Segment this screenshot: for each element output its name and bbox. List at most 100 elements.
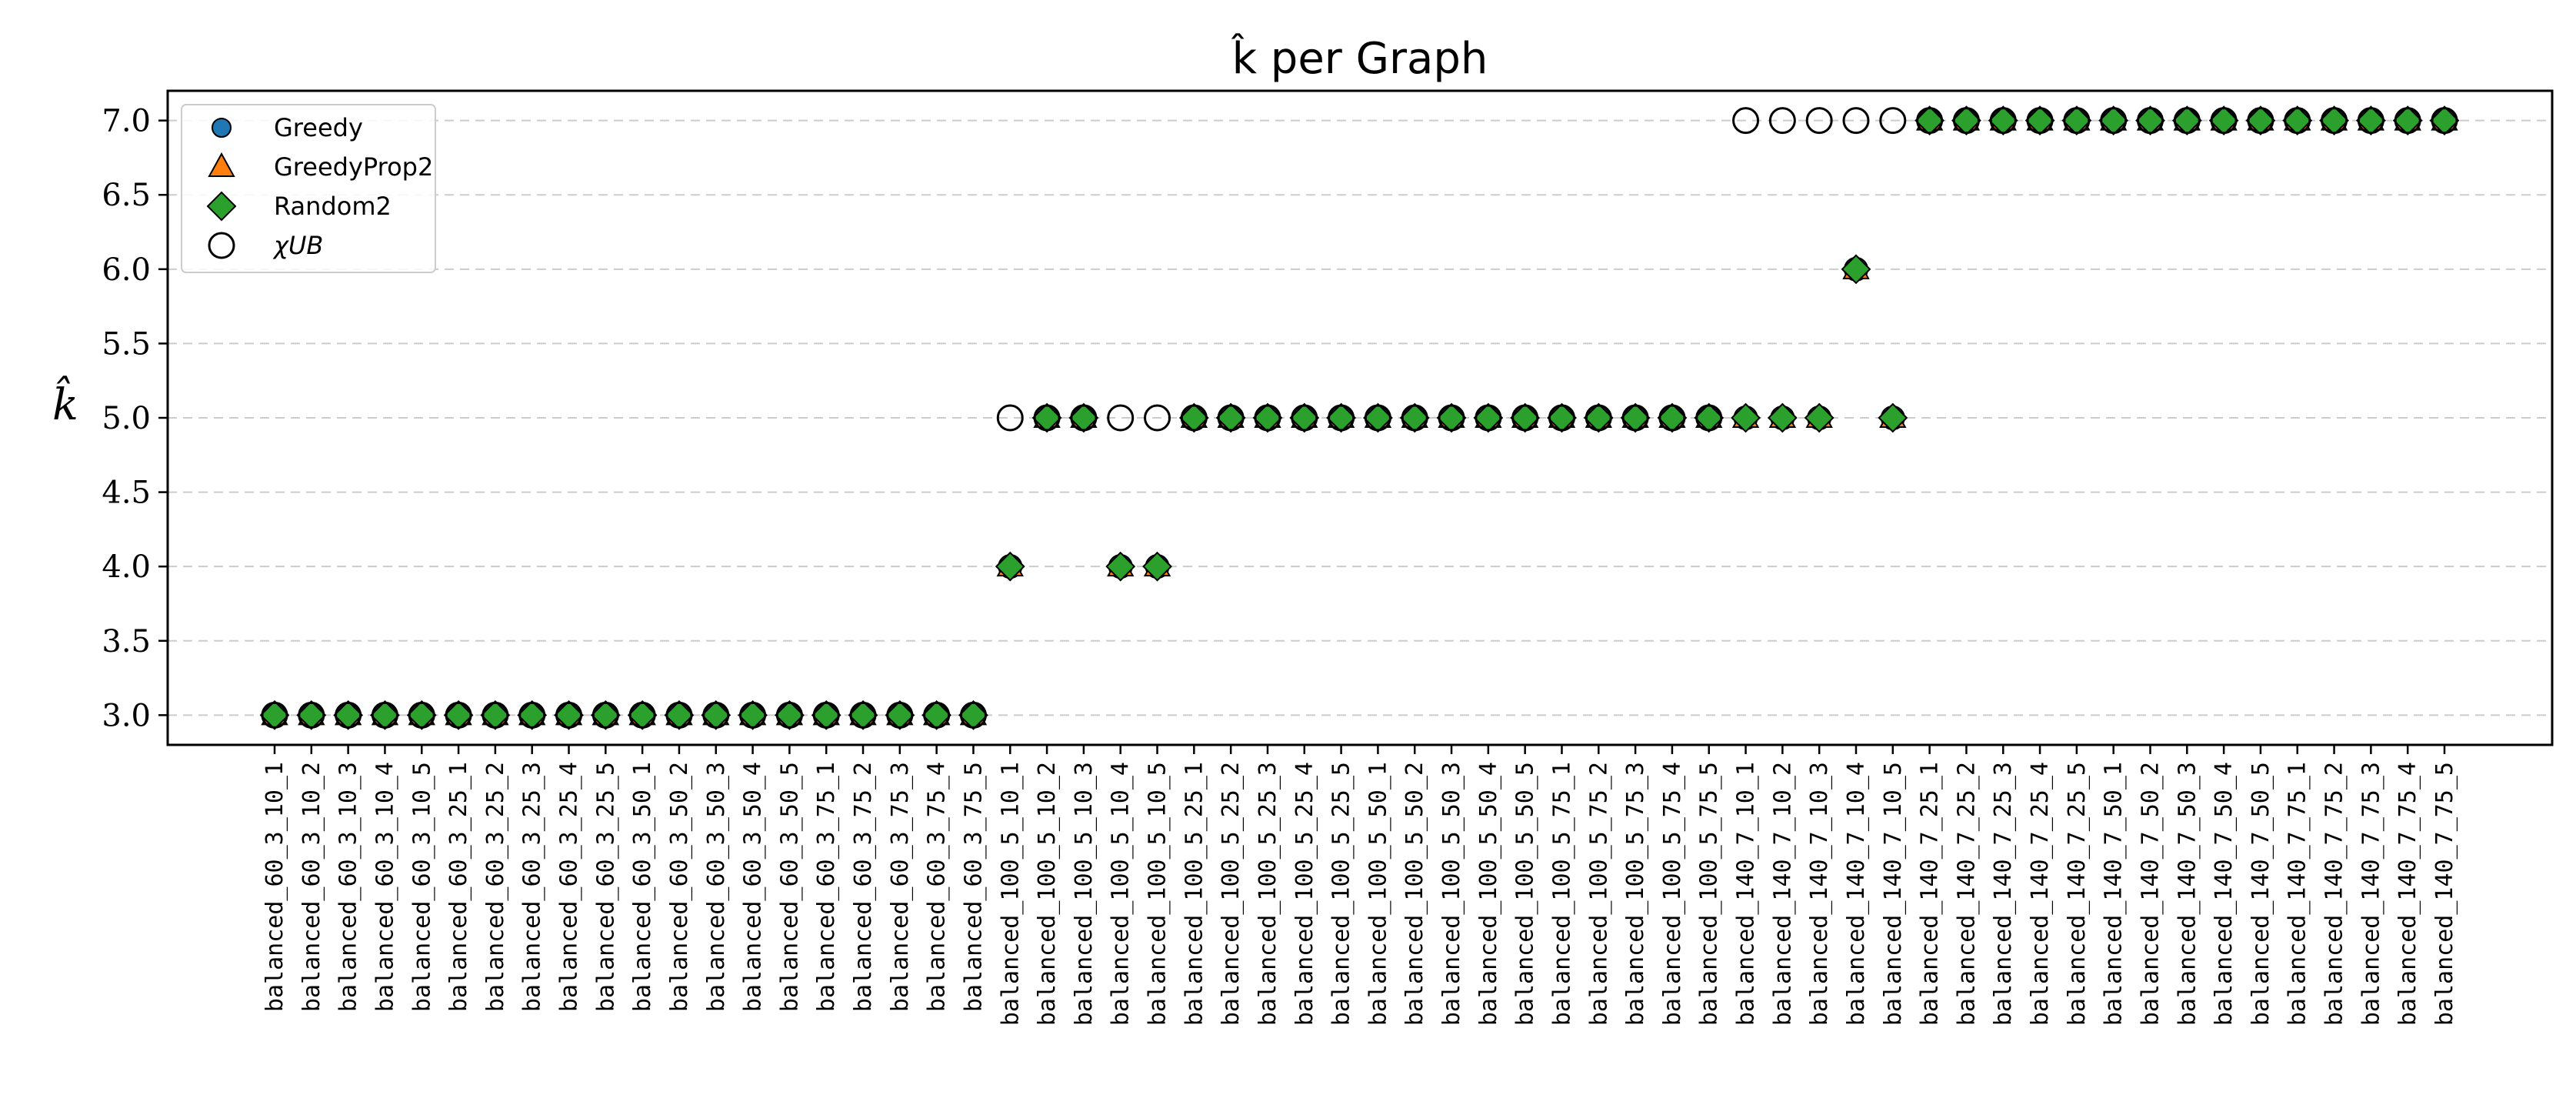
x-tick-label: balanced_100_5_50_2 — [1401, 762, 1428, 1026]
legend-frame — [181, 104, 436, 273]
data-point — [1436, 402, 1467, 433]
data-point — [1842, 107, 1870, 135]
y-axis-label: k̂ — [52, 375, 78, 430]
data-point — [701, 699, 731, 730]
data-point — [370, 699, 400, 730]
x-tick-label: balanced_100_5_10_5 — [1145, 762, 1171, 1026]
data-point — [1475, 404, 1502, 432]
data-point — [518, 701, 546, 729]
x-tick-label: balanced_140_7_10_2 — [1769, 762, 1796, 1026]
data-point — [1620, 402, 1651, 433]
x-tick-label: balanced_60_3_50_4 — [740, 762, 767, 1012]
x-tick-label: balanced_140_7_50_1 — [2101, 762, 2128, 1026]
data-point — [2135, 105, 2165, 136]
data-point — [923, 701, 951, 729]
data-point — [261, 701, 288, 729]
data-point — [2208, 105, 2239, 136]
data-point — [333, 699, 364, 730]
x-tick-label: balanced_100_5_10_4 — [1108, 762, 1135, 1026]
y-tick-label: 5.5 — [102, 326, 151, 362]
x-tick-label: balanced_140_7_75_2 — [2321, 762, 2348, 1026]
data-point — [1326, 402, 1357, 433]
data-point — [995, 551, 1025, 582]
x-tick-label: balanced_100_5_25_2 — [1218, 762, 1245, 1026]
y-tick-label: 5.0 — [102, 401, 151, 436]
data-point — [628, 701, 656, 729]
data-point — [1401, 404, 1428, 432]
data-point — [2355, 105, 2386, 136]
data-point — [1804, 402, 1835, 433]
legend-label: χUB — [272, 231, 323, 260]
data-point — [1767, 402, 1798, 433]
series-random2 — [259, 105, 2460, 730]
x-tick-label: balanced_60_3_75_5 — [960, 762, 987, 1012]
data-point — [1915, 105, 1945, 136]
data-point — [1254, 404, 1281, 432]
data-point — [739, 701, 767, 729]
x-tick-label: balanced_60_3_50_1 — [629, 762, 656, 1012]
x-tick-label: balanced_140_7_50_5 — [2248, 762, 2274, 1026]
data-point — [812, 701, 840, 729]
data-point — [1178, 402, 1209, 433]
x-tick-label: balanced_100_5_75_5 — [1696, 762, 1723, 1026]
data-point — [2136, 107, 2164, 135]
data-point — [2357, 107, 2384, 135]
x-tick-label: balanced_60_3_25_2 — [482, 762, 509, 1012]
legend-marker — [208, 232, 235, 259]
data-point — [1328, 404, 1355, 432]
x-tick-label: balanced_140_7_10_5 — [1880, 762, 1907, 1026]
data-point — [1951, 105, 1981, 136]
data-point — [774, 699, 805, 730]
x-tick-label: balanced_100_5_25_3 — [1255, 762, 1281, 1026]
x-tick-label: balanced_100_5_75_3 — [1622, 762, 1649, 1026]
x-tick-label: balanced_140_7_10_4 — [1843, 762, 1870, 1026]
data-point — [958, 699, 988, 730]
data-point — [2282, 105, 2313, 136]
x-tick-label: balanced_100_5_50_3 — [1438, 762, 1465, 1026]
x-tick-label: balanced_140_7_50_3 — [2174, 762, 2201, 1026]
series-greedyprop2 — [261, 105, 2458, 726]
series-ub — [261, 107, 2458, 729]
y-tick-label: 7.0 — [102, 104, 151, 139]
x-tick-label: balanced_140_7_75_4 — [2394, 762, 2421, 1026]
legend-label: GreedyProp2 — [274, 152, 433, 182]
grid-layer — [168, 119, 2552, 716]
data-point — [849, 701, 877, 729]
x-tick-label: balanced_60_3_25_4 — [556, 762, 583, 1012]
data-point — [2431, 107, 2458, 135]
marks-layer — [259, 105, 2460, 730]
data-point — [1144, 404, 1171, 432]
y-tick-label: 6.0 — [102, 252, 151, 288]
data-point — [1768, 107, 1796, 135]
x-tick-label: balanced_60_3_10_5 — [408, 762, 435, 1012]
data-point — [445, 701, 472, 729]
data-point — [335, 701, 362, 729]
data-point — [555, 701, 583, 729]
data-point — [1694, 402, 1725, 433]
x-tick-label: balanced_140_7_10_1 — [1733, 762, 1760, 1026]
data-point — [1252, 402, 1283, 433]
data-point — [1878, 402, 1908, 433]
x-tick-label: balanced_100_5_75_2 — [1585, 762, 1612, 1026]
legend-label: Random2 — [274, 192, 392, 221]
data-point — [1399, 402, 1430, 433]
x-tick-label: balanced_60_3_10_3 — [335, 762, 362, 1012]
data-point — [2063, 107, 2091, 135]
data-point — [959, 701, 987, 729]
data-point — [702, 701, 730, 729]
x-tick-label: balanced_140_7_75_1 — [2284, 762, 2311, 1026]
data-point — [885, 699, 915, 730]
x-tick-label: balanced_100_5_25_1 — [1181, 762, 1208, 1026]
x-tick-label: balanced_100_5_10_3 — [1071, 762, 1098, 1026]
x-tick-label: balanced_60_3_25_1 — [445, 762, 472, 1012]
axis-layer: 3.0 3.5 4.0 4.5 5.0 5.5 6.0 6.5 7.0 balanced_60_3… — [102, 104, 2458, 1027]
data-point — [1658, 404, 1686, 432]
data-point — [1657, 402, 1688, 433]
x-tick-label: balanced_60_3_10_1 — [262, 762, 288, 1012]
data-point — [2392, 105, 2423, 136]
y-tick-label: 3.5 — [102, 624, 151, 659]
data-point — [1291, 404, 1318, 432]
data-point — [886, 701, 914, 729]
data-point — [2171, 105, 2202, 136]
